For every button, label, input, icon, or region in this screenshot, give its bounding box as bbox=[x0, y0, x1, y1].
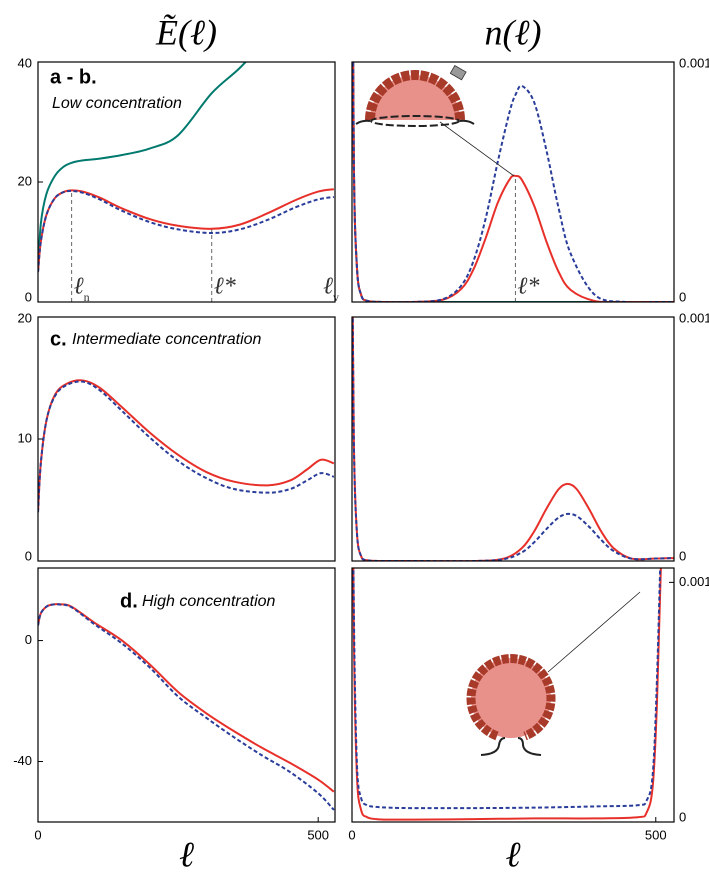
x-tick-label: 500 bbox=[307, 827, 329, 842]
panel-subtitle: Low concentration bbox=[52, 95, 182, 112]
plot-frame bbox=[351, 316, 675, 562]
marker-sub: v bbox=[333, 290, 339, 304]
curve bbox=[38, 379, 335, 513]
marker-label: ℓ bbox=[74, 274, 84, 300]
sphere-inset bbox=[466, 591, 641, 756]
y-tick-label: 40 bbox=[18, 55, 32, 70]
x-tick-label: 0 bbox=[34, 827, 41, 842]
x-axis-label: ℓ bbox=[179, 834, 194, 874]
panel-label: d. bbox=[120, 590, 138, 612]
curve bbox=[352, 62, 674, 302]
half-dome-inset bbox=[355, 64, 515, 177]
plot-frame bbox=[351, 567, 675, 823]
y-tick-label: 0 bbox=[679, 289, 686, 304]
column-title: n(ℓ) bbox=[485, 12, 542, 52]
plot-frame bbox=[37, 567, 336, 823]
curve bbox=[38, 603, 335, 811]
curve bbox=[38, 62, 248, 273]
y-tick-label: 10 bbox=[18, 430, 32, 445]
curve bbox=[38, 189, 335, 273]
x-tick-label: 500 bbox=[645, 827, 667, 842]
panel-label: c. bbox=[50, 328, 67, 350]
y-tick-label: 0.001 bbox=[679, 310, 709, 325]
marker-sub: n bbox=[84, 290, 90, 304]
curve bbox=[352, 317, 674, 561]
y-tick-label: 0.001 bbox=[679, 574, 709, 589]
panel-subtitle: High concentration bbox=[142, 593, 276, 610]
y-tick-label: 0 bbox=[25, 289, 32, 304]
plot-frame bbox=[351, 61, 675, 303]
y-tick-label: 0 bbox=[25, 548, 32, 563]
x-axis-label: ℓ bbox=[506, 834, 521, 874]
marker-label: ℓ* bbox=[214, 274, 236, 300]
curve bbox=[352, 317, 674, 561]
panel-label: a - b. bbox=[50, 66, 97, 88]
y-tick-label: 0 bbox=[679, 548, 686, 563]
marker-label: ℓ* bbox=[517, 274, 539, 300]
y-tick-label: 0.001 bbox=[679, 55, 709, 70]
y-tick-label: -40 bbox=[13, 753, 32, 768]
curve bbox=[38, 380, 335, 513]
panel-subtitle: Intermediate concentration bbox=[72, 331, 262, 348]
column-title: Ẽ(ℓ) bbox=[155, 12, 217, 52]
curve bbox=[352, 568, 662, 810]
marker-label: ℓ bbox=[323, 274, 333, 300]
x-tick-label: 0 bbox=[348, 827, 355, 842]
curve bbox=[38, 603, 335, 793]
y-tick-label: 0 bbox=[25, 632, 32, 647]
plot-frame bbox=[37, 316, 336, 562]
y-tick-label: 20 bbox=[18, 310, 32, 325]
y-tick-label: 0 bbox=[679, 809, 686, 824]
y-tick-label: 20 bbox=[18, 173, 32, 188]
